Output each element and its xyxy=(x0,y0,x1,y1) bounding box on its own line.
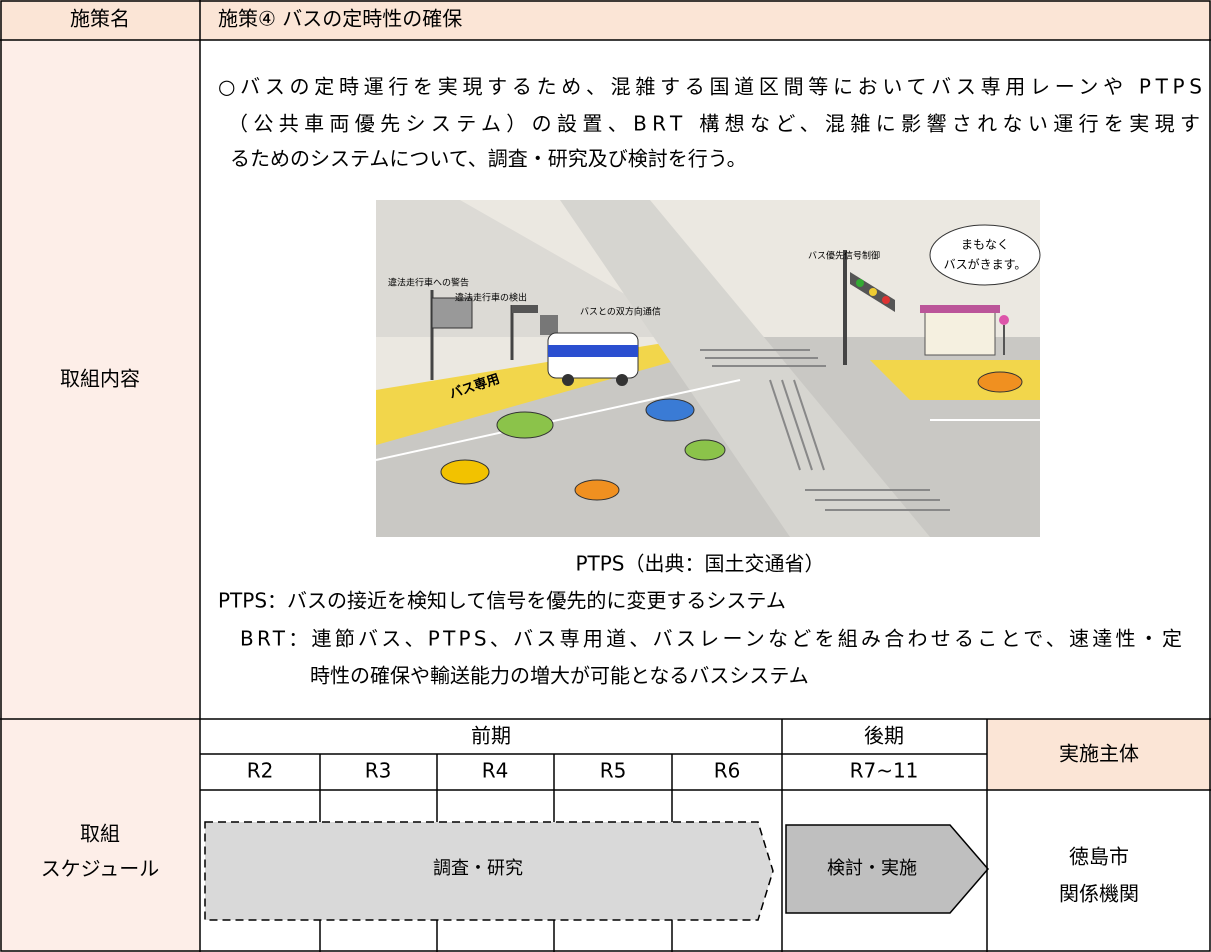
year-header: R5 xyxy=(600,759,627,783)
figure-label: 違法走行車の検出 xyxy=(455,292,527,304)
measure-title: 施策④ バスの定時性の確保 xyxy=(218,7,462,31)
illustration: 違法走行車への警告 違法走行車の検出 バスとの双方向通信 バス優先信号制御 まも… xyxy=(375,200,1041,537)
owner: 徳島市 xyxy=(1069,845,1129,869)
period-header: 後期 xyxy=(864,724,904,748)
year-header: R3 xyxy=(365,759,392,783)
year-header: R6 xyxy=(714,759,741,783)
year-header: R2 xyxy=(247,759,274,783)
period-header: 前期 xyxy=(471,724,511,748)
header-bg xyxy=(0,0,1211,40)
figure-label: バスがきます。 xyxy=(944,257,1027,272)
description-line: ○バスの定時運行を実現するため、混雑する国道区間等においてバス専用レーンや PT… xyxy=(218,75,1202,99)
row-label: 取組内容 xyxy=(60,367,140,391)
phase-arrow xyxy=(785,824,989,914)
note-line: BRT：連節バス、PTPS、バス専用道、バスレーンなどを組み合わせることで、速達… xyxy=(240,627,1182,651)
row-label: スケジュール xyxy=(41,857,160,881)
owner-header-bg xyxy=(987,719,1211,790)
figure-label: まもなく xyxy=(961,238,1009,252)
figure-label: 違法走行車への警告 xyxy=(388,277,469,289)
phase-label: 検討・実施 xyxy=(827,858,917,879)
owner: 関係機関 xyxy=(1059,882,1139,906)
figure-label: バス優先信号制御 xyxy=(808,250,880,262)
owner-header: 実施主体 xyxy=(1059,742,1139,766)
phase-arrow xyxy=(204,821,774,921)
row-label: 取組 xyxy=(80,822,120,846)
figure-label: バスとの双方向通信 xyxy=(580,306,661,318)
label-bg xyxy=(0,40,200,952)
note-line: 時性の確保や輸送能力の増大が可能となるバスシステム xyxy=(310,664,809,688)
year-header: R4 xyxy=(482,759,509,783)
description-line: （公共車両優先システム）の設置、BRT 構想など、混雑に影響されない運行を実現す xyxy=(228,112,1200,136)
row-label: 施策名 xyxy=(70,7,130,31)
year-header: R7~11 xyxy=(850,759,919,783)
note-line: PTPS：バスの接近を検知して信号を優先的に変更するシステム xyxy=(218,589,786,613)
phase-label: 調査・研究 xyxy=(433,858,523,879)
description-line: るためのシステムについて、調査・研究及び検討を行う。 xyxy=(230,147,747,171)
figure-caption: PTPS（出典：国土交通省） xyxy=(575,552,824,576)
